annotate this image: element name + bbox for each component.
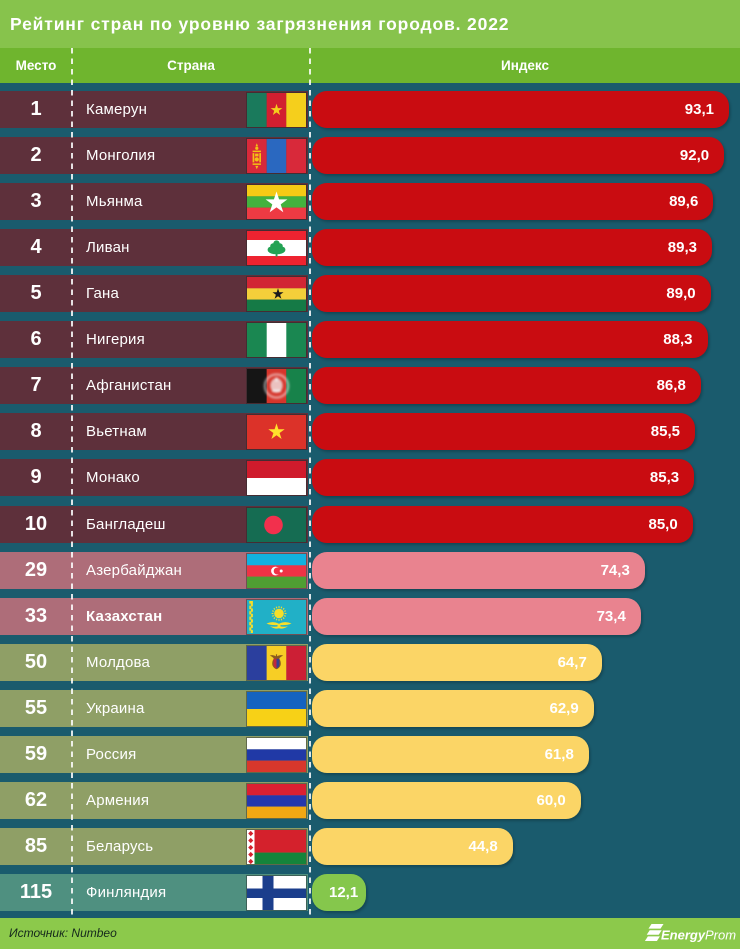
- svg-text:Energy: Energy: [661, 928, 706, 943]
- svg-text:Prom: Prom: [705, 928, 736, 943]
